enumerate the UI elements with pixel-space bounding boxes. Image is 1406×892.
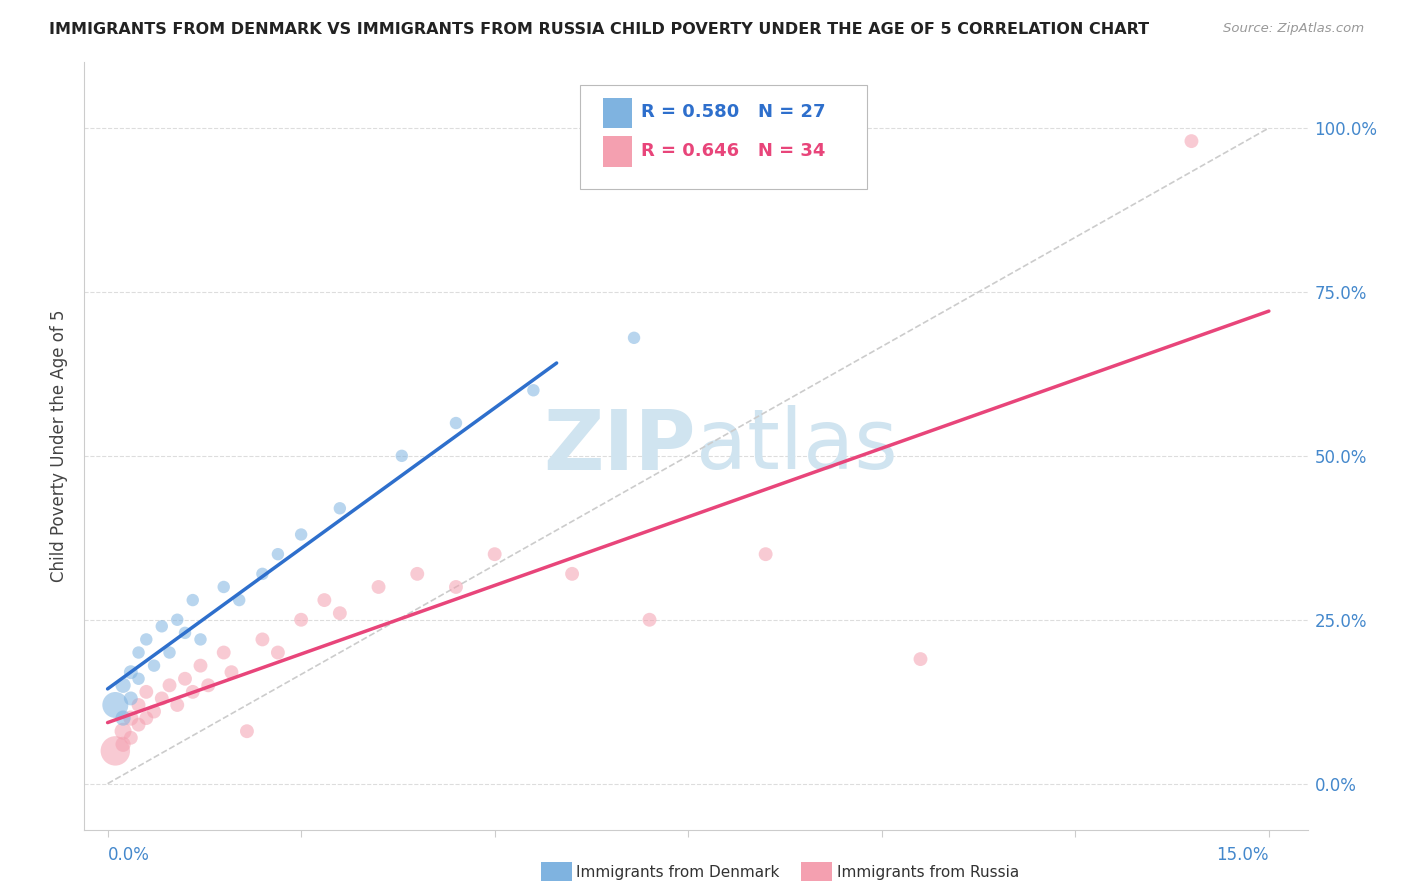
FancyBboxPatch shape: [579, 86, 868, 189]
Point: [143, 658, 166, 673]
Point: [290, 527, 312, 541]
Point: [1180, 134, 1202, 148]
Point: [212, 646, 235, 660]
Point: [143, 705, 166, 719]
Point: [135, 711, 157, 725]
Point: [150, 619, 173, 633]
Point: [406, 566, 429, 581]
FancyBboxPatch shape: [603, 98, 633, 128]
Point: [104, 698, 127, 712]
Point: [112, 737, 135, 751]
Point: [910, 652, 932, 666]
Point: [181, 593, 204, 607]
Point: [391, 449, 413, 463]
Y-axis label: Child Poverty Under the Age of 5: Child Poverty Under the Age of 5: [51, 310, 69, 582]
Point: [267, 646, 290, 660]
Point: [120, 691, 142, 706]
Text: IMMIGRANTS FROM DENMARK VS IMMIGRANTS FROM RUSSIA CHILD POVERTY UNDER THE AGE OF: IMMIGRANTS FROM DENMARK VS IMMIGRANTS FR…: [49, 22, 1149, 37]
Text: ZIP: ZIP: [544, 406, 696, 486]
Point: [128, 698, 150, 712]
Point: [252, 566, 274, 581]
Point: [228, 593, 250, 607]
Text: atlas: atlas: [696, 406, 897, 486]
Point: [104, 744, 127, 758]
Point: [120, 731, 142, 745]
Point: [290, 613, 312, 627]
Point: [314, 593, 336, 607]
Point: [174, 625, 197, 640]
Point: [484, 547, 506, 561]
Point: [236, 724, 259, 739]
Point: [181, 685, 204, 699]
Point: [120, 665, 142, 680]
Point: [112, 724, 135, 739]
Point: [444, 580, 467, 594]
Point: [166, 613, 188, 627]
Text: R = 0.646   N = 34: R = 0.646 N = 34: [641, 142, 825, 160]
Point: [120, 711, 142, 725]
Point: [112, 711, 135, 725]
Point: [128, 717, 150, 731]
Text: Immigrants from Denmark: Immigrants from Denmark: [576, 865, 780, 880]
Text: Source: ZipAtlas.com: Source: ZipAtlas.com: [1223, 22, 1364, 36]
Point: [135, 632, 157, 647]
Point: [197, 678, 219, 692]
Point: [561, 566, 583, 581]
Point: [623, 331, 645, 345]
Point: [329, 501, 352, 516]
Point: [444, 416, 467, 430]
Point: [135, 685, 157, 699]
Point: [252, 632, 274, 647]
Point: [159, 646, 181, 660]
Point: [367, 580, 389, 594]
Point: [159, 678, 181, 692]
Point: [221, 665, 243, 680]
Point: [329, 606, 352, 620]
Point: [755, 547, 778, 561]
Point: [174, 672, 197, 686]
Text: R = 0.580   N = 27: R = 0.580 N = 27: [641, 103, 825, 121]
Text: Immigrants from Russia: Immigrants from Russia: [837, 865, 1019, 880]
Point: [638, 613, 661, 627]
Point: [112, 678, 135, 692]
FancyBboxPatch shape: [603, 136, 633, 167]
Point: [128, 646, 150, 660]
Point: [190, 658, 212, 673]
Point: [522, 384, 544, 398]
Point: [166, 698, 188, 712]
Point: [150, 691, 173, 706]
Point: [212, 580, 235, 594]
Point: [128, 672, 150, 686]
Text: 15.0%: 15.0%: [1216, 846, 1268, 864]
Text: 0.0%: 0.0%: [108, 846, 149, 864]
Point: [190, 632, 212, 647]
Point: [267, 547, 290, 561]
